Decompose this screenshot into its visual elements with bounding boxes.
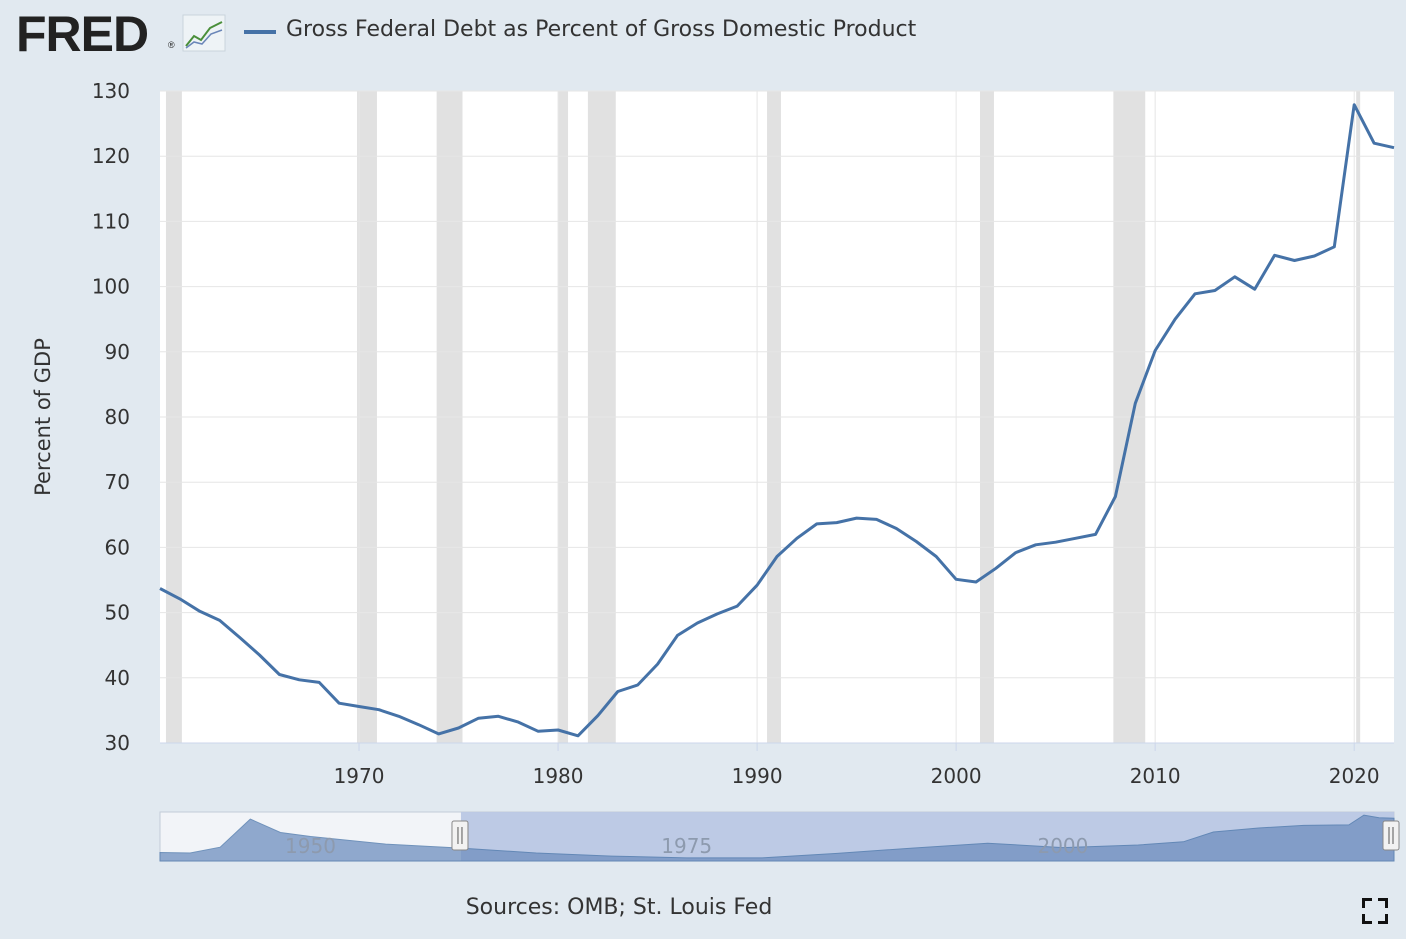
data-point[interactable] <box>832 518 842 528</box>
data-point[interactable] <box>1031 540 1041 550</box>
x-tick-label: 1970 <box>334 764 385 788</box>
data-point[interactable] <box>1110 492 1120 502</box>
y-tick-label: 50 <box>105 601 130 625</box>
y-tick-label: 30 <box>105 731 130 755</box>
data-point[interactable] <box>633 680 643 690</box>
data-point[interactable] <box>812 519 822 529</box>
data-point[interactable] <box>1071 533 1081 543</box>
navigator-tick-label: 1950 <box>285 834 336 858</box>
data-point[interactable] <box>354 701 364 711</box>
data-point[interactable] <box>852 513 862 523</box>
fred-logo[interactable]: FRED <box>16 6 149 62</box>
data-point[interactable] <box>473 713 483 723</box>
data-point[interactable] <box>414 720 424 730</box>
data-point[interactable] <box>991 563 1001 573</box>
y-tick-label: 130 <box>92 79 130 103</box>
y-axis-label: Percent of GDP <box>31 338 55 496</box>
data-point[interactable] <box>454 723 464 733</box>
x-tick-label: 2000 <box>931 764 982 788</box>
data-point[interactable] <box>911 537 921 547</box>
fullscreen-icon[interactable] <box>1362 898 1388 924</box>
registered-mark: ® <box>168 40 175 50</box>
legend-label[interactable]: Gross Federal Debt as Percent of Gross D… <box>286 17 917 42</box>
y-tick-label: 40 <box>105 666 130 690</box>
data-point[interactable] <box>593 711 603 721</box>
data-point[interactable] <box>553 725 563 735</box>
data-point[interactable] <box>1051 537 1061 547</box>
data-point[interactable] <box>195 606 205 616</box>
fred-chart-icon <box>182 14 226 52</box>
data-point[interactable] <box>672 630 682 640</box>
data-point[interactable] <box>274 670 284 680</box>
data-point[interactable] <box>1349 100 1359 110</box>
y-tick-label: 110 <box>92 209 130 233</box>
navigator-tick-label: 1975 <box>661 834 712 858</box>
data-point[interactable] <box>314 677 324 687</box>
data-point[interactable] <box>792 533 802 543</box>
y-tick-label: 80 <box>105 405 130 429</box>
data-point[interactable] <box>712 609 722 619</box>
data-point[interactable] <box>1190 289 1200 299</box>
data-point[interactable] <box>1389 143 1399 153</box>
data-point[interactable] <box>255 650 265 660</box>
data-point[interactable] <box>891 523 901 533</box>
navigator-series-area <box>159 814 1395 862</box>
data-point[interactable] <box>1210 286 1220 296</box>
data-point[interactable] <box>1329 242 1339 252</box>
navigator-tick-label: 2000 <box>1037 834 1088 858</box>
data-point[interactable] <box>215 615 225 625</box>
data-point[interactable] <box>1289 256 1299 266</box>
data-point[interactable] <box>971 577 981 587</box>
y-tick-label: 120 <box>92 144 130 168</box>
data-point[interactable] <box>1309 251 1319 261</box>
data-point[interactable] <box>1150 345 1160 355</box>
data-point[interactable] <box>175 594 185 604</box>
x-tick-label: 1990 <box>732 764 783 788</box>
data-point[interactable] <box>374 705 384 715</box>
x-tick-label: 2010 <box>1130 764 1181 788</box>
data-point[interactable] <box>235 632 245 642</box>
data-point[interactable] <box>692 618 702 628</box>
data-point[interactable] <box>931 552 941 562</box>
data-point[interactable] <box>533 726 543 736</box>
y-tick-label: 90 <box>105 340 130 364</box>
navigator-left-handle[interactable] <box>451 820 469 851</box>
data-point[interactable] <box>1369 138 1379 148</box>
data-point[interactable] <box>613 686 623 696</box>
y-tick-label: 60 <box>105 535 130 559</box>
data-point[interactable] <box>294 675 304 685</box>
data-point[interactable] <box>573 731 583 741</box>
data-point[interactable] <box>1011 548 1021 558</box>
data-point[interactable] <box>155 583 165 593</box>
data-point[interactable] <box>493 711 503 721</box>
data-point[interactable] <box>951 574 961 584</box>
data-point[interactable] <box>394 711 404 721</box>
data-point[interactable] <box>1230 272 1240 282</box>
data-point[interactable] <box>872 514 882 524</box>
data-point[interactable] <box>1090 529 1100 539</box>
navigator-right-handle[interactable] <box>1382 820 1400 851</box>
data-point[interactable] <box>1130 398 1140 408</box>
data-point[interactable] <box>513 717 523 727</box>
y-tick-label: 100 <box>92 275 130 299</box>
x-tick-label: 2020 <box>1329 764 1380 788</box>
data-point[interactable] <box>732 601 742 611</box>
data-point[interactable] <box>1250 284 1260 294</box>
data-point[interactable] <box>772 552 782 562</box>
chart-header: FRED ® Gross Federal Debt as Percent of … <box>0 0 1406 70</box>
data-point[interactable] <box>334 698 344 708</box>
x-tick-label: 1980 <box>533 764 584 788</box>
legend-swatch <box>244 30 276 34</box>
data-point[interactable] <box>752 580 762 590</box>
series-line[interactable] <box>159 103 1395 738</box>
data-point[interactable] <box>1270 250 1280 260</box>
data-point[interactable] <box>653 659 663 669</box>
y-tick-label: 70 <box>105 470 130 494</box>
sources-credit: Sources: OMB; St. Louis Fed <box>465 895 773 920</box>
data-point[interactable] <box>1170 314 1180 324</box>
data-point[interactable] <box>434 729 444 739</box>
